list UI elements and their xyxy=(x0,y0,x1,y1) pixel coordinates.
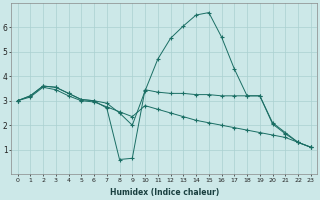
X-axis label: Humidex (Indice chaleur): Humidex (Indice chaleur) xyxy=(109,188,219,197)
